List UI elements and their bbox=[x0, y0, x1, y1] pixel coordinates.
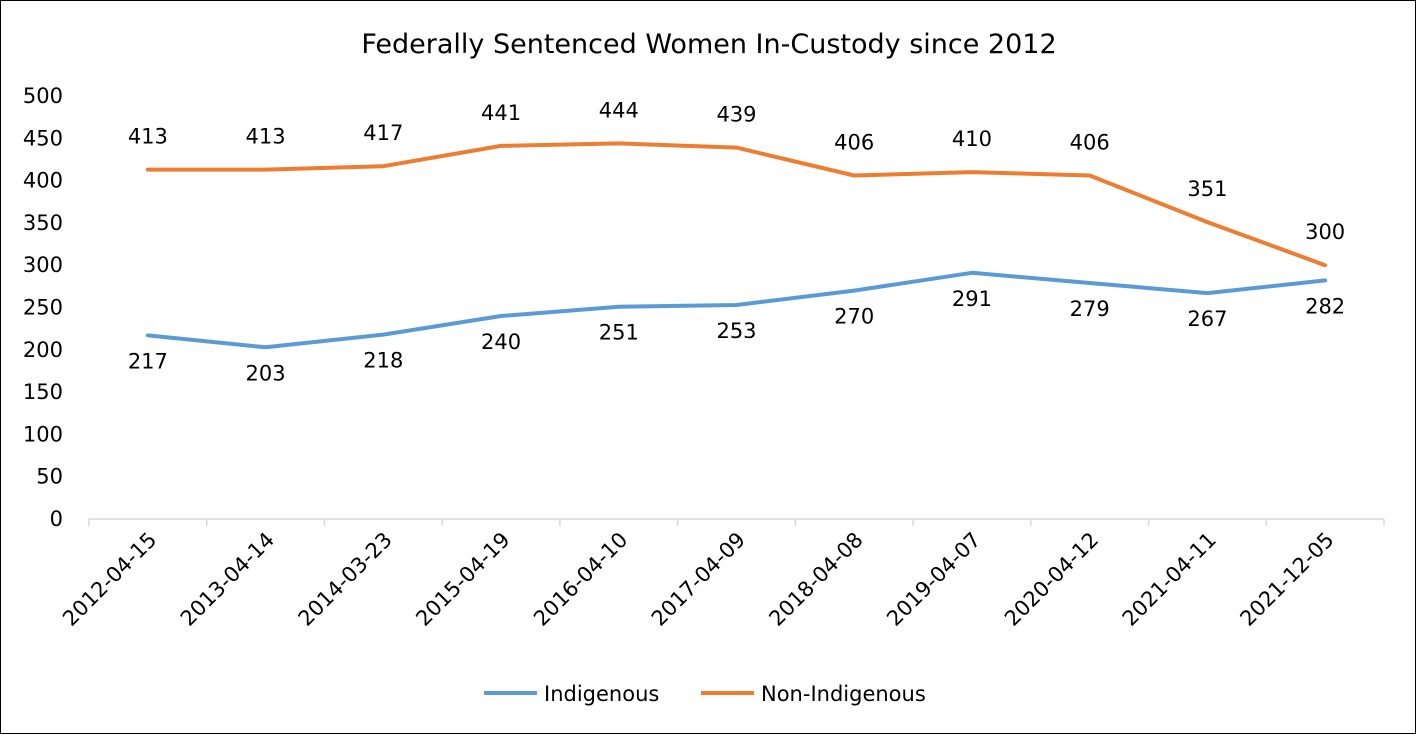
x-tick-label: 2021-12-05 bbox=[1235, 528, 1338, 631]
y-tick-label: 50 bbox=[36, 465, 63, 489]
data-label: 413 bbox=[128, 125, 168, 149]
data-label: 217 bbox=[128, 349, 168, 373]
x-tick-label: 2012-04-15 bbox=[58, 528, 161, 631]
data-label: 203 bbox=[246, 361, 286, 385]
data-label: 351 bbox=[1187, 177, 1227, 201]
x-tick-label: 2018-04-08 bbox=[764, 528, 867, 631]
data-label: 267 bbox=[1187, 307, 1227, 331]
x-tick-label: 2021-04-11 bbox=[1118, 528, 1221, 631]
y-tick-label: 400 bbox=[23, 169, 63, 193]
data-label: 441 bbox=[481, 101, 521, 125]
y-tick-label: 100 bbox=[23, 422, 63, 446]
data-label: 251 bbox=[599, 321, 639, 345]
legend-label: Non-Indigenous bbox=[761, 682, 926, 706]
y-axis: 0 50 100 150 200 250 300 350 400 450 500 bbox=[23, 84, 63, 531]
data-label: 279 bbox=[1070, 297, 1110, 321]
x-axis: 2012-04-15 2013-04-14 2014-03-23 2015-04-19… bbox=[58, 518, 1385, 631]
data-label: 406 bbox=[834, 131, 874, 155]
y-tick-label: 150 bbox=[23, 380, 63, 404]
data-labels: 217 203 218 240 251 253 270 291 279 267 282 413 413 4… bbox=[128, 98, 1345, 385]
x-tick-label: 2014-03-23 bbox=[294, 528, 397, 631]
y-tick-label: 200 bbox=[23, 338, 63, 362]
y-tick-label: 0 bbox=[50, 507, 63, 531]
y-tick-label: 300 bbox=[23, 253, 63, 277]
data-label: 417 bbox=[363, 121, 403, 145]
data-label: 270 bbox=[834, 305, 874, 329]
y-tick-label: 250 bbox=[23, 296, 63, 320]
data-label: 218 bbox=[363, 349, 403, 373]
x-tick-label: 2017-04-09 bbox=[647, 528, 750, 631]
data-label: 291 bbox=[952, 287, 992, 311]
x-tick-label: 2019-04-07 bbox=[882, 528, 985, 631]
x-tick-label: 2016-04-10 bbox=[529, 528, 632, 631]
legend: Indigenous Non-Indigenous bbox=[484, 682, 926, 706]
y-tick-label: 450 bbox=[23, 126, 63, 150]
y-tick-label: 500 bbox=[23, 84, 63, 108]
data-label: 240 bbox=[481, 330, 521, 354]
x-tick-label: 2015-04-19 bbox=[411, 528, 514, 631]
series-line-non-indigenous bbox=[145, 141, 1328, 268]
data-label: 413 bbox=[246, 125, 286, 149]
data-label: 253 bbox=[716, 319, 756, 343]
data-label: 300 bbox=[1305, 220, 1345, 244]
chart-title: Federally Sentenced Women In-Custody sin… bbox=[361, 29, 1056, 60]
x-tick-label: 2020-04-12 bbox=[1000, 528, 1103, 631]
data-label: 410 bbox=[952, 127, 992, 151]
series-line-indigenous bbox=[145, 270, 1328, 350]
data-label: 282 bbox=[1305, 294, 1345, 318]
data-label: 444 bbox=[599, 98, 639, 122]
y-tick-label: 350 bbox=[23, 211, 63, 235]
legend-label: Indigenous bbox=[544, 682, 659, 706]
x-tick-label: 2013-04-14 bbox=[176, 528, 279, 631]
data-label: 406 bbox=[1070, 131, 1110, 155]
series-lines bbox=[145, 141, 1328, 350]
data-label: 439 bbox=[716, 103, 756, 127]
